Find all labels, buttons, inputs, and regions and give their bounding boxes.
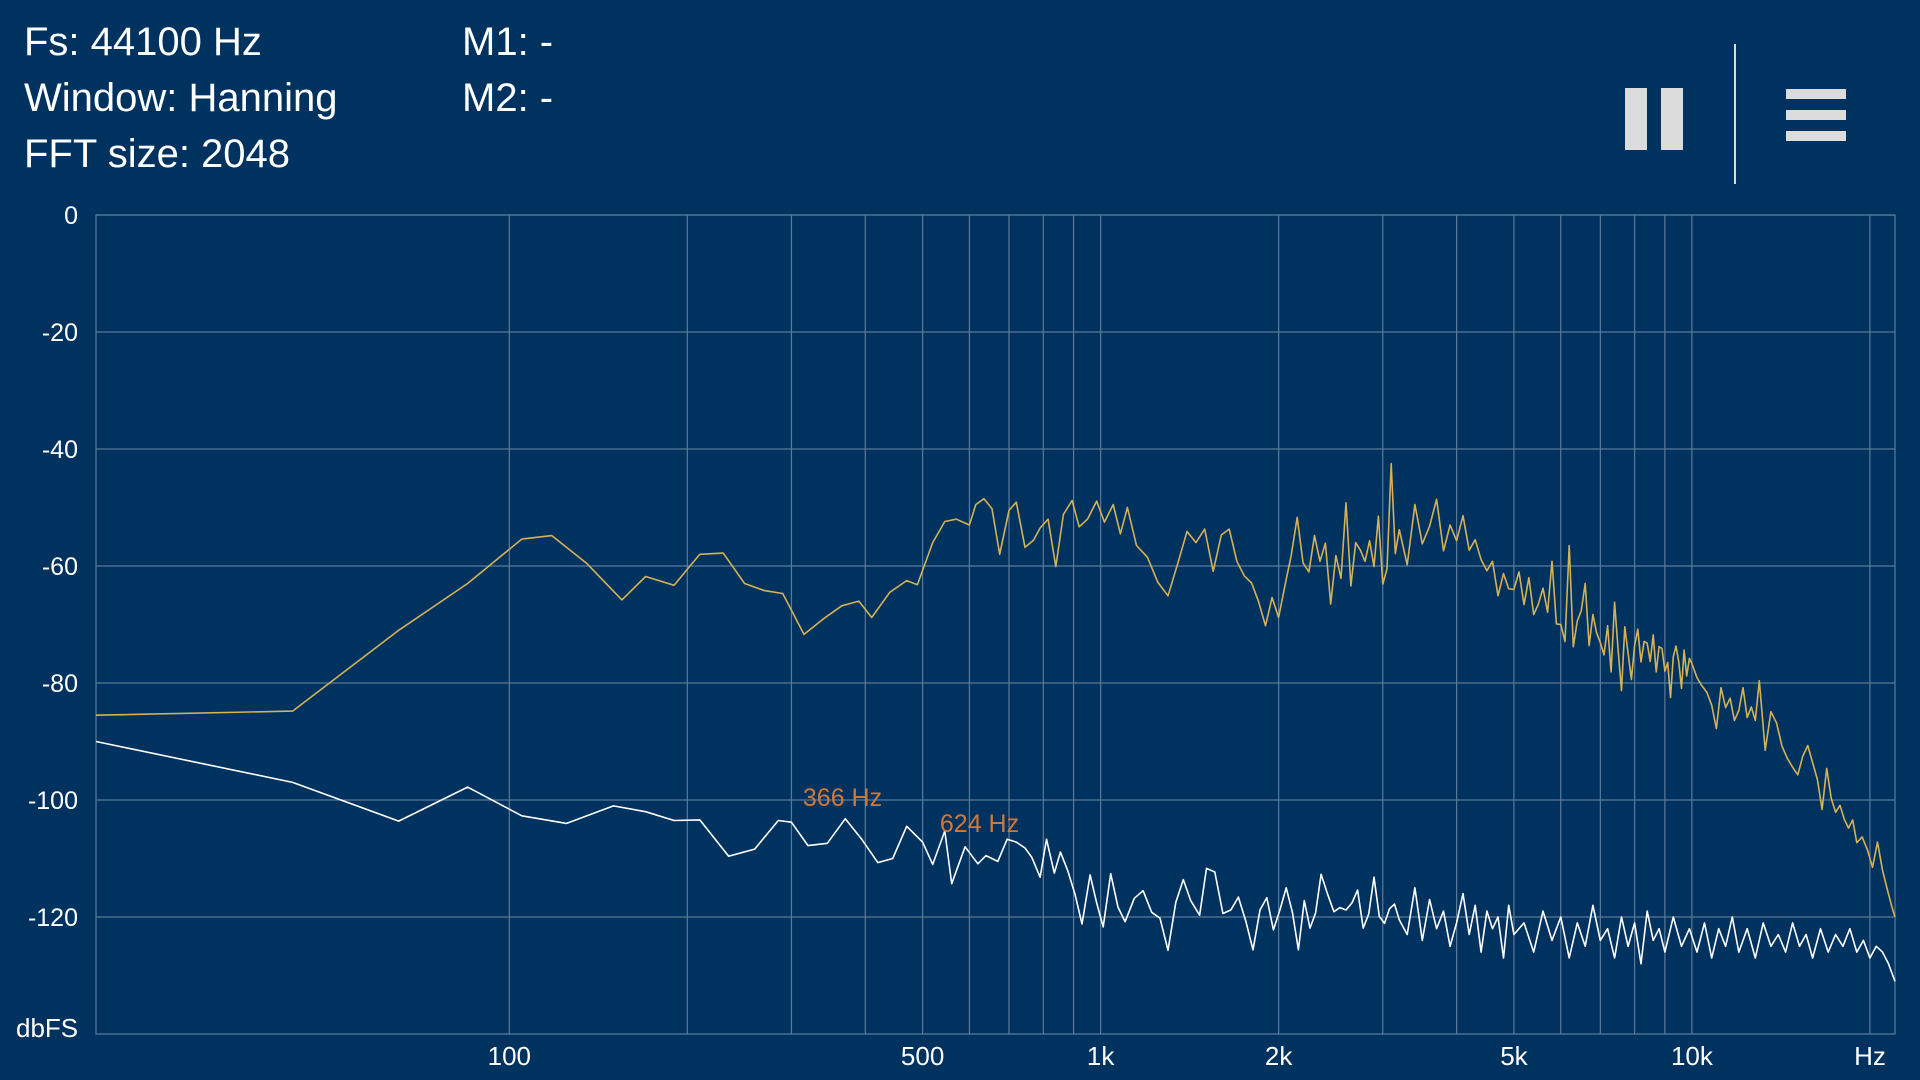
x-unit-label: Hz — [1854, 1041, 1886, 1071]
x-tick-label: 2k — [1265, 1041, 1293, 1071]
y-tick-label: -40 — [42, 436, 78, 464]
fft-size-label: FFT size: 2048 — [24, 132, 291, 176]
window-label: Window: Hanning — [24, 76, 338, 120]
pause-button[interactable] — [1610, 80, 1698, 168]
marker2-readout: M2: - — [462, 76, 554, 120]
peak-marker-label: 624 Hz — [940, 810, 1019, 838]
x-tick-label: 10k — [1671, 1041, 1714, 1071]
y-tick-label: -80 — [42, 670, 78, 698]
peak-hold-trace — [95, 462, 1896, 918]
peak-marker-label: 366 Hz — [803, 784, 882, 812]
marker1-readout: M1: - — [462, 20, 554, 64]
sample-rate-label: Fs: 44100 Hz — [24, 20, 262, 64]
toolbar-divider — [1734, 44, 1736, 184]
info-panel-markers: M1: - M2: - — [462, 14, 553, 126]
x-tick-label: 100 — [488, 1041, 531, 1071]
y-tick-label: -20 — [42, 319, 78, 347]
y-tick-label: -120 — [28, 904, 78, 932]
y-tick-label: -60 — [42, 553, 78, 581]
x-tick-label: 1k — [1087, 1041, 1115, 1071]
x-tick-label: 500 — [901, 1041, 944, 1071]
y-tick-label: -100 — [28, 787, 78, 815]
menu-button[interactable] — [1770, 80, 1858, 168]
live-spectrum-trace — [95, 740, 1896, 982]
x-tick-label: 5k — [1500, 1041, 1528, 1071]
y-tick-label: 0 — [64, 202, 78, 230]
y-axis-label: dbFS — [16, 1013, 78, 1043]
plot-frame — [95, 214, 1896, 1035]
info-panel-left: Fs: 44100 Hz Window: Hanning FFT size: 2… — [24, 14, 338, 182]
